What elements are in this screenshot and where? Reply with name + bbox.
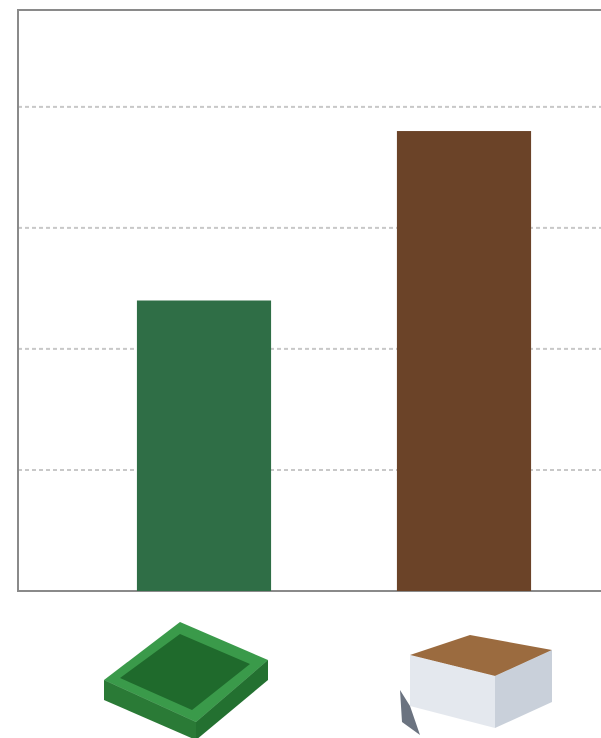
cardboard-box-icon — [400, 635, 552, 735]
plot-frame — [17, 9, 601, 592]
icons — [104, 622, 552, 738]
bar — [396, 131, 532, 591]
bar — [136, 300, 272, 591]
plastic-crate-icon — [104, 622, 268, 738]
